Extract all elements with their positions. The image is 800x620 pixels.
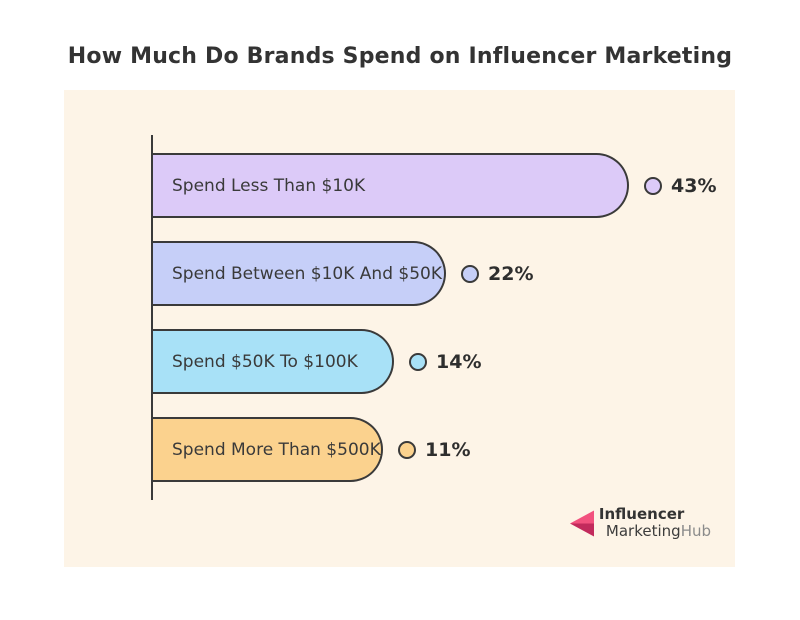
logo-word-hub: Hub [680, 522, 711, 540]
influencer-marketinghub-logo: Influencer MarketingHub [569, 506, 711, 540]
value-label: 14% [436, 350, 482, 373]
value-dot-icon [398, 440, 416, 459]
bar-label: Spend More Than $500K [172, 439, 381, 460]
chart-panel: Spend Less Than $10K 43% Spend Between $… [64, 90, 735, 567]
value-dot-icon [461, 264, 479, 283]
value-label: 22% [488, 262, 534, 285]
value-label: 11% [425, 438, 471, 461]
bar-label: Spend $50K To $100K [172, 351, 358, 372]
bar-row-spend-50k-100k: Spend $50K To $100K 14% [153, 329, 716, 394]
logo-arrow-icon [569, 510, 594, 536]
bar-label: Spend Between $10K And $50K [172, 263, 442, 284]
plot-area: Spend Less Than $10K 43% Spend Between $… [151, 135, 716, 500]
bar-row-spend-between-10k-50k: Spend Between $10K And $50K 22% [153, 241, 716, 306]
logo-text: Influencer MarketingHub [599, 506, 711, 540]
bar: Spend More Than $500K [153, 417, 383, 482]
bar: Spend Between $10K And $50K [153, 241, 446, 306]
bar-row-spend-less-than-10k: Spend Less Than $10K 43% [153, 153, 716, 218]
logo-line-marketinghub: MarketingHub [606, 523, 711, 540]
bar-row-spend-more-than-500k: Spend More Than $500K 11% [153, 417, 716, 482]
logo-line-influencer: Influencer [598, 505, 685, 523]
bar: Spend $50K To $100K [153, 329, 394, 394]
value-dot-icon [409, 352, 427, 371]
bar: Spend Less Than $10K [153, 153, 629, 218]
value-label: 43% [671, 174, 717, 197]
bar-label: Spend Less Than $10K [172, 175, 366, 196]
logo-word-marketing: Marketing [605, 522, 681, 540]
chart-title: How Much Do Brands Spend on Influencer M… [67, 44, 733, 69]
value-dot-icon [644, 176, 662, 195]
